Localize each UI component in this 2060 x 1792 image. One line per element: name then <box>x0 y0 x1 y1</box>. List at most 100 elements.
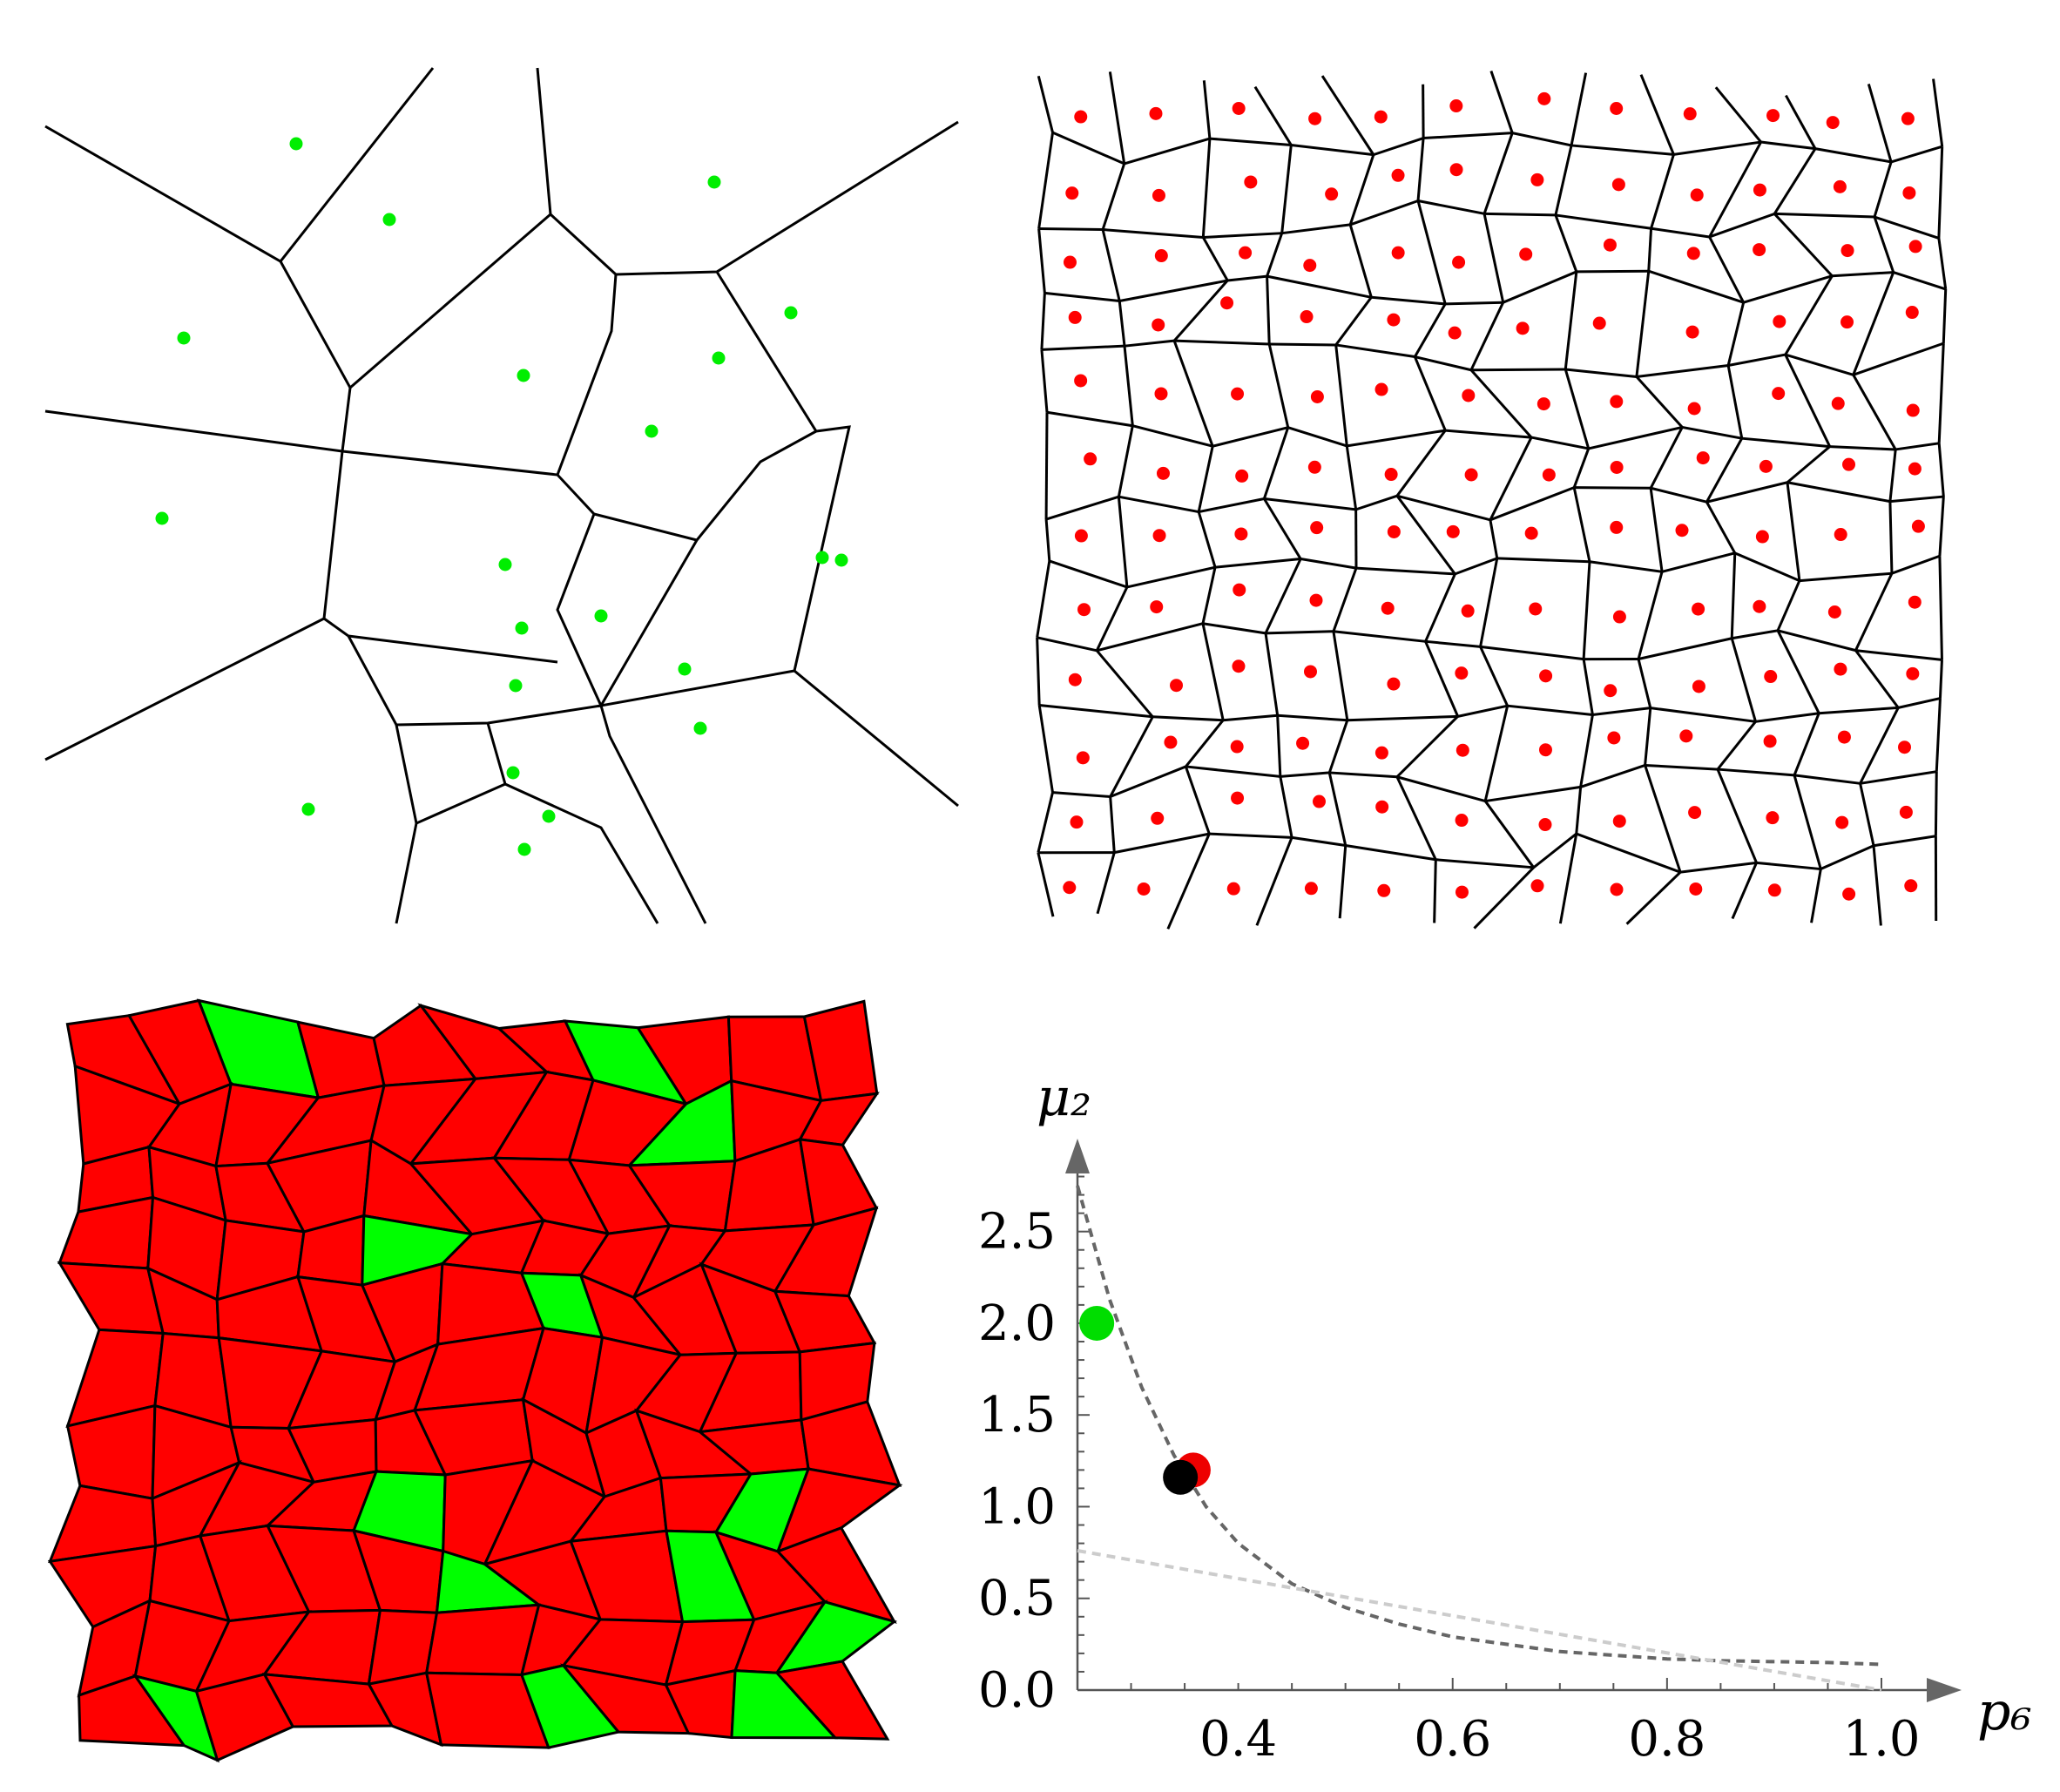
site-point <box>1603 238 1617 252</box>
site-point <box>1610 882 1624 896</box>
site-point <box>1612 610 1626 624</box>
site-point <box>1084 452 1098 466</box>
site-point <box>1312 795 1326 808</box>
site-point <box>834 553 848 567</box>
site-point <box>1239 246 1253 260</box>
site-point <box>1679 729 1693 743</box>
mu2-vs-p6-chart: 0.4 0.6 0.8 1.0 0.0 0.5 1.0 1.5 2.0 2.5 μ₂ p₆ <box>978 1067 2032 1768</box>
site-point <box>1904 879 1918 893</box>
site-point <box>1905 306 1919 320</box>
site-point <box>707 175 721 189</box>
site-point <box>1068 673 1082 686</box>
site-point <box>1537 91 1551 105</box>
x-tick-label: 0.6 <box>1414 1711 1491 1768</box>
site-point <box>1152 188 1165 202</box>
site-point <box>1446 524 1460 538</box>
dense-voronoi-sites <box>1063 91 1925 901</box>
site-point <box>1837 730 1851 744</box>
site-point <box>1374 382 1388 396</box>
site-point <box>1902 186 1916 199</box>
site-point <box>1156 466 1170 480</box>
site-point <box>1310 521 1324 535</box>
site-point <box>1696 451 1710 465</box>
site-point <box>382 213 396 227</box>
site-point <box>1234 527 1248 541</box>
site-point <box>1232 101 1246 115</box>
x-tick-label: 1.0 <box>1842 1711 1920 1768</box>
site-point <box>1375 800 1389 814</box>
site-point <box>1456 743 1469 757</box>
site-point <box>1296 736 1310 750</box>
site-point <box>1448 326 1462 340</box>
site-point <box>1530 172 1544 186</box>
site-point <box>1452 255 1466 269</box>
site-point <box>1834 528 1847 542</box>
site-point <box>1592 316 1606 330</box>
site-point <box>1235 469 1249 483</box>
site-point <box>1151 811 1165 825</box>
site-point <box>1773 314 1786 328</box>
site-point <box>1387 677 1401 691</box>
site-point <box>1906 666 1920 680</box>
data-points <box>1079 1305 1211 1495</box>
site-point <box>1539 669 1553 683</box>
site-point <box>1772 387 1786 401</box>
site-point <box>1833 179 1847 193</box>
site-point <box>1685 325 1699 339</box>
y-tick-label: 1.5 <box>978 1387 1056 1444</box>
site-point <box>1226 882 1240 896</box>
dashed-curve <box>1077 1549 1882 1692</box>
red-cell <box>773 1660 890 1741</box>
site-point <box>1310 389 1324 403</box>
site-point <box>645 424 659 438</box>
site-point <box>1150 600 1164 614</box>
dense-voronoi-panel <box>1036 71 1948 930</box>
site-point <box>1063 255 1077 269</box>
site-point <box>1462 389 1476 402</box>
site-point <box>1231 387 1245 401</box>
curves <box>1076 1185 1882 1692</box>
site-point <box>1074 374 1088 388</box>
site-point <box>1753 243 1766 257</box>
y-tick-label: 0.0 <box>978 1662 1056 1719</box>
site-point <box>1542 468 1556 482</box>
site-point <box>1325 187 1339 201</box>
site-point <box>1766 109 1780 123</box>
site-point <box>1381 601 1395 615</box>
colored-tessellation-panel <box>47 998 903 1763</box>
site-point <box>542 809 556 823</box>
site-point <box>1530 879 1544 893</box>
site-point <box>515 621 529 635</box>
site-point <box>1464 468 1478 482</box>
site-point <box>177 331 191 345</box>
site-point <box>1516 321 1530 335</box>
site-point <box>712 351 726 365</box>
site-point <box>1391 168 1405 182</box>
site-point <box>1688 806 1702 820</box>
site-point <box>1612 815 1626 828</box>
site-point <box>1901 112 1915 125</box>
site-point <box>1152 529 1166 543</box>
site-point <box>1689 882 1703 896</box>
site-point <box>1065 186 1079 200</box>
y-tick-label: 2.0 <box>978 1295 1056 1352</box>
sparse-voronoi-edges <box>44 67 959 924</box>
tessellation-cells <box>47 998 903 1763</box>
site-point <box>1077 603 1091 617</box>
tick-labels: 0.4 0.6 0.8 1.0 0.0 0.5 1.0 1.5 2.0 2.5 <box>978 1204 1921 1768</box>
y-axis <box>1065 1139 1090 1690</box>
site-point <box>517 842 531 856</box>
site-point <box>289 137 303 151</box>
site-point <box>1074 529 1088 543</box>
x-axis-arrowhead <box>1927 1678 1962 1702</box>
site-point <box>1152 318 1165 332</box>
site-point <box>1308 112 1322 125</box>
site-point <box>1763 734 1777 748</box>
site-point <box>1537 397 1550 411</box>
site-point <box>1063 881 1077 895</box>
site-point <box>1834 662 1847 676</box>
data-point <box>1163 1459 1199 1495</box>
sparse-voronoi-panel <box>44 67 959 924</box>
site-point <box>1455 885 1469 899</box>
x-axis-label: p₆ <box>1977 1681 2031 1742</box>
